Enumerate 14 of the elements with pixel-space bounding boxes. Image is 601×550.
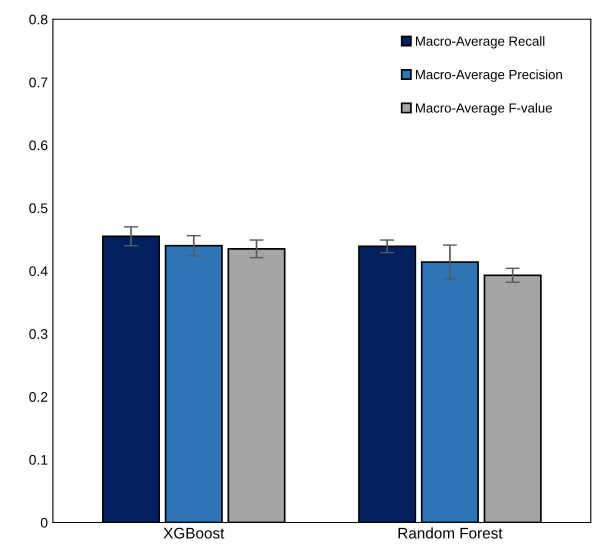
y-tick-label: 0.2 <box>29 392 48 402</box>
legend-label: Macro-Average Recall <box>416 36 544 48</box>
y-tick-label: 0.6 <box>29 140 48 150</box>
y-tick-label: 0.3 <box>29 329 48 339</box>
y-tick-label: 0.1 <box>29 454 48 465</box>
x-tick-label: Random Forest <box>398 527 502 539</box>
y-tick-label: 0.5 <box>29 203 48 214</box>
y-tick-label: 0.7 <box>29 77 48 88</box>
x-tick-label: XGBoost <box>164 528 224 539</box>
legend-label: Macro-Average F-value <box>416 102 552 116</box>
y-tick-label: 0.4 <box>29 266 48 276</box>
y-tick-label: 0.8 <box>29 14 48 24</box>
y-tick-label: 0 <box>40 518 48 528</box>
legend-label: Macro-Average Precision <box>416 70 562 82</box>
